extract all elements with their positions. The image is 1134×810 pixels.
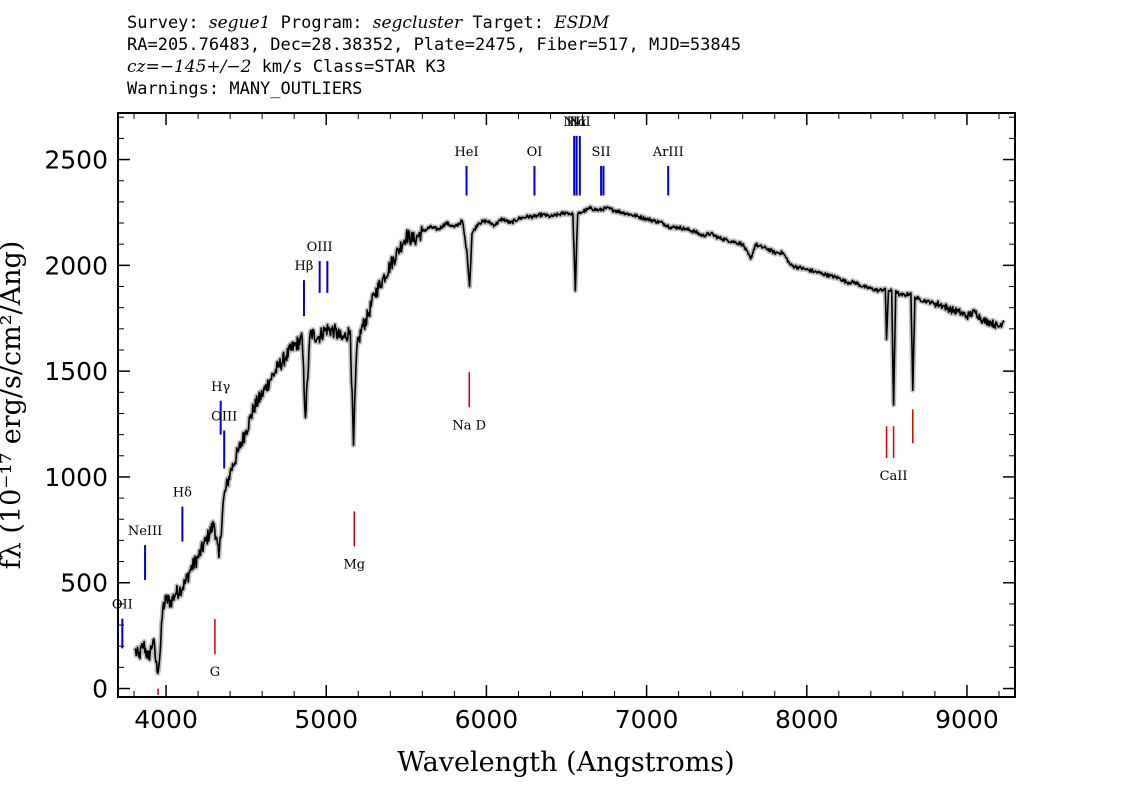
x-tick-label: 9000 xyxy=(935,705,999,734)
spectral-line-label: SII xyxy=(592,145,611,160)
error-band xyxy=(132,204,1007,676)
plot-frame xyxy=(117,112,1016,698)
line-markers: OII NeIII Hδ G Hγ OIII Hβ OIII Mg HeI Na D OI NIIHαN… xyxy=(112,115,914,695)
x-tick-label: 6000 xyxy=(455,705,519,734)
y-tick-label: 1000 xyxy=(44,463,108,492)
spectral-line-label: Na D xyxy=(452,418,486,433)
y-tick-label: 500 xyxy=(60,569,108,598)
x-axis-label: Wavelength (Angstroms) xyxy=(397,747,734,778)
header-line-4: Warnings: MANY_OUTLIERS xyxy=(127,79,363,99)
spectral-line-label: NII xyxy=(563,115,585,130)
axes: 4000 5000 6000 7000 8000 9000 0 500 1000 1500 2000… xyxy=(44,113,1015,734)
spectral-line-label: OIII xyxy=(211,409,237,424)
spectral-line-label: Hδ xyxy=(173,486,192,501)
class-value: km/s Class=STAR K3 xyxy=(251,57,446,77)
header-line-1: Survey: segue1 Program: segcluster Targe… xyxy=(127,12,741,34)
spectral-line-label: CaII xyxy=(880,469,908,484)
program-label: Program: xyxy=(270,13,373,33)
y-axis-label: fλ (10⁻¹⁷ erg/s/cm²/Ang) xyxy=(0,241,27,570)
target-value: ESDM xyxy=(554,13,610,33)
header-line-3: cz=−145+/−2 km/s Class=STAR K3 xyxy=(127,56,741,78)
survey-value: segue1 xyxy=(208,13,271,33)
spectral-line-label: NeIII xyxy=(128,524,162,539)
spectral-line-label: NII xyxy=(569,115,591,130)
spectral-line-label: Hα xyxy=(567,115,587,130)
spectral-line-label: ArIII xyxy=(652,145,684,160)
y-tick-label: 2000 xyxy=(44,251,108,280)
spectral-line-label: Mg xyxy=(343,557,365,572)
target-label: Target: xyxy=(462,13,555,33)
x-tick-label: 8000 xyxy=(775,705,839,734)
y-tick-label: 2500 xyxy=(44,146,108,175)
spectrum-line xyxy=(134,205,1005,675)
spectrum-header: Survey: segue1 Program: segcluster Targe… xyxy=(127,12,741,100)
redshift-value: cz=−145+/−2 xyxy=(127,57,252,77)
spectrum-data xyxy=(132,204,1007,676)
y-tick-label: 1500 xyxy=(44,357,108,386)
x-tick-label: 7000 xyxy=(615,705,679,734)
header-line-2: RA=205.76483, Dec=28.38352, Plate=2475, … xyxy=(127,35,742,55)
program-value: segcluster xyxy=(372,13,463,33)
spectral-line-label: G xyxy=(210,665,220,680)
spectral-line-label: OIII xyxy=(307,240,333,255)
survey-label: Survey: xyxy=(127,13,209,33)
y-tick-label: 0 xyxy=(92,675,108,704)
spectral-line-label: OII xyxy=(112,598,133,613)
spectral-line-label: Hβ xyxy=(295,259,314,274)
x-tick-label: 4000 xyxy=(134,705,198,734)
x-tick-label: 5000 xyxy=(294,705,358,734)
spectral-line-label: OI xyxy=(527,145,543,160)
spectral-line-label: Hγ xyxy=(211,380,230,395)
spectral-line-label: HeI xyxy=(454,145,478,160)
